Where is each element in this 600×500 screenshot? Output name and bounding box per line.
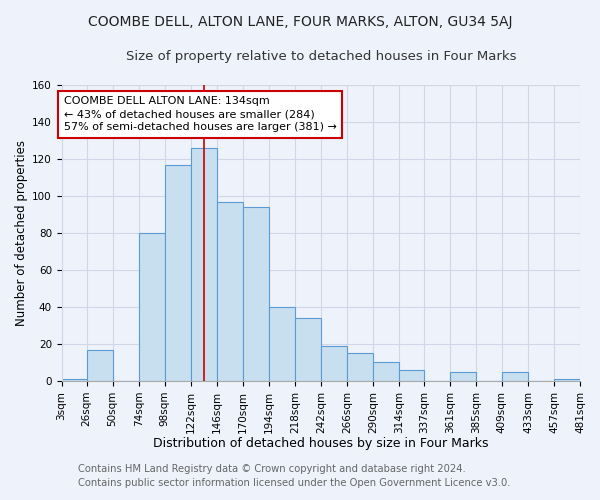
X-axis label: Distribution of detached houses by size in Four Marks: Distribution of detached houses by size … [153,437,488,450]
Bar [373,362,399,381]
Bar [139,233,164,381]
Bar [295,318,321,381]
Bar [502,372,528,381]
Bar [269,307,295,381]
Text: COOMBE DELL, ALTON LANE, FOUR MARKS, ALTON, GU34 5AJ: COOMBE DELL, ALTON LANE, FOUR MARKS, ALT… [88,15,512,29]
Bar [62,379,86,381]
Text: Contains HM Land Registry data © Crown copyright and database right 2024.
Contai: Contains HM Land Registry data © Crown c… [78,464,511,487]
Bar [217,202,243,381]
Bar [554,379,580,381]
Text: COOMBE DELL ALTON LANE: 134sqm
← 43% of detached houses are smaller (284)
57% of: COOMBE DELL ALTON LANE: 134sqm ← 43% of … [64,96,337,132]
Title: Size of property relative to detached houses in Four Marks: Size of property relative to detached ho… [125,50,516,63]
Bar [399,370,424,381]
Bar [243,207,269,381]
Bar [191,148,217,381]
Bar [347,353,373,381]
Bar [321,346,347,381]
Bar [450,372,476,381]
Bar [86,350,113,381]
Y-axis label: Number of detached properties: Number of detached properties [15,140,28,326]
Bar [164,164,191,381]
